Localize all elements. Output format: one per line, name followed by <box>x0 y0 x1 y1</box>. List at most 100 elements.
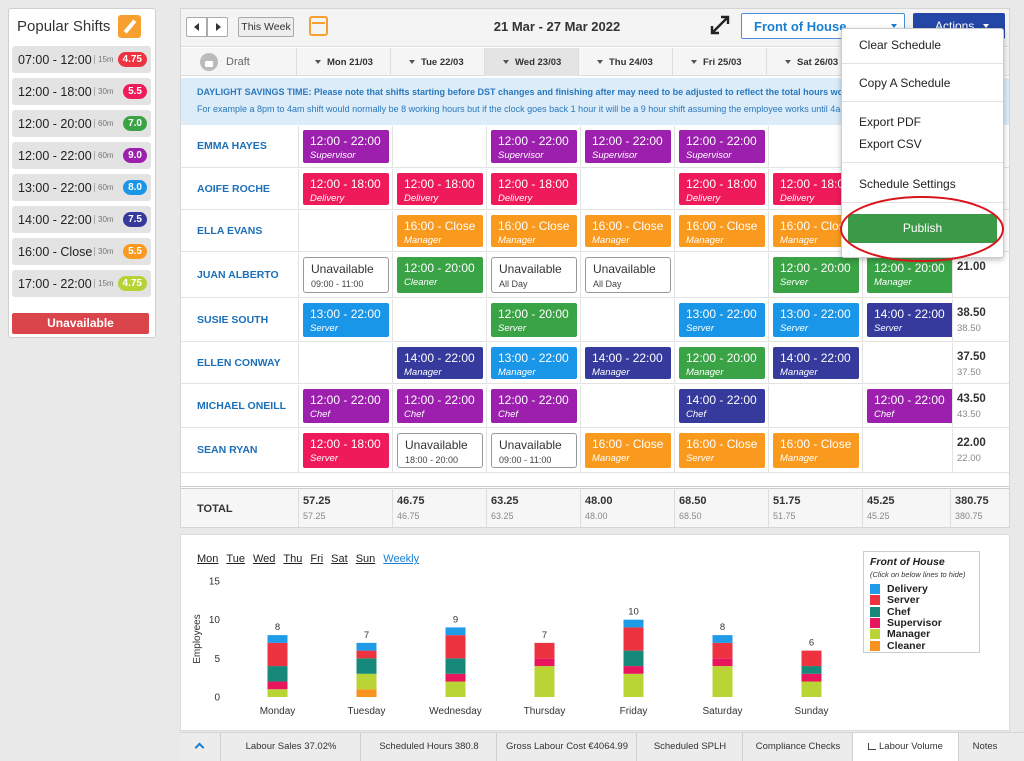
edit-button[interactable] <box>118 15 141 38</box>
employee-name[interactable]: ELLEN CONWAY <box>197 356 281 369</box>
menu-item[interactable]: Export PDF <box>859 115 922 129</box>
unavailable-label: Unavailable <box>593 262 656 276</box>
shift-tile[interactable]: 14:00 - 22:00 Chef <box>679 389 765 423</box>
employee-name[interactable]: AOIFE ROCHE <box>197 182 270 195</box>
footer-tab[interactable]: Notes <box>958 733 1010 761</box>
shift-tile[interactable]: 12:00 - 22:00 Chef <box>867 389 953 423</box>
shift-tile[interactable]: 12:00 - 20:00 Manager <box>867 257 953 293</box>
shift-tile[interactable]: 12:00 - 20:00 Cleaner <box>397 257 483 293</box>
shift-tile[interactable]: 12:00 - 22:00 Supervisor <box>679 130 765 163</box>
day-header[interactable]: Thu 24/03 <box>578 48 672 76</box>
next-week-button[interactable] <box>207 17 228 37</box>
footer-tab[interactable]: Compliance Checks <box>742 733 852 761</box>
shift-tile[interactable]: 12:00 - 18:00 Delivery <box>303 173 389 205</box>
day-header[interactable]: Tue 22/03 <box>390 48 484 76</box>
menu-item[interactable]: Schedule Settings <box>859 177 956 191</box>
day-tab[interactable]: Fri <box>310 553 324 565</box>
shift-tile[interactable]: 16:00 - Close Manager <box>397 215 483 247</box>
popular-shift[interactable]: 13:00 - 22:00 60m 8.0 <box>12 174 151 201</box>
legend-item[interactable]: Delivery <box>870 583 975 595</box>
shift-tile[interactable]: 13:00 - 22:00 Server <box>773 303 859 337</box>
shift-tile[interactable]: 14:00 - 22:00 Manager <box>397 347 483 379</box>
prev-week-button[interactable] <box>186 17 207 37</box>
day-header[interactable]: Fri 25/03 <box>672 48 766 76</box>
shift-tile[interactable]: 12:00 - 22:00 Chef <box>303 389 389 423</box>
shift-tile[interactable]: 16:00 - Close Manager <box>679 215 765 247</box>
shift-tile[interactable]: 14:00 - 22:00 Server <box>867 303 953 337</box>
shift-tile[interactable]: 12:00 - 22:00 Supervisor <box>585 130 671 163</box>
employee-name[interactable]: SUSIE SOUTH <box>197 313 269 326</box>
shift-tile[interactable]: 12:00 - 18:00 Delivery <box>679 173 765 205</box>
shift-tile[interactable]: 12:00 - 22:00 Chef <box>491 389 577 423</box>
shift-tile[interactable]: 16:00 - Close Manager <box>585 433 671 468</box>
popular-shift[interactable]: 12:00 - 22:00 60m 9.0 <box>12 142 151 169</box>
shift-tile[interactable]: 12:00 - 20:00 Server <box>773 257 859 293</box>
shift-tile[interactable]: 16:00 - Close Server <box>679 433 765 468</box>
unavailable-tile[interactable]: Unavailable All Day <box>585 257 671 293</box>
footer-tab[interactable]: Labour Volume <box>852 733 958 761</box>
footer-tab[interactable]: Scheduled SPLH <box>636 733 742 761</box>
bar-segment <box>623 627 644 651</box>
employee-name[interactable]: JUAN ALBERTO <box>197 268 279 281</box>
shift-role: Supervisor <box>498 150 544 161</box>
legend-item[interactable]: Server <box>870 594 975 606</box>
calendar-button[interactable] <box>309 16 328 36</box>
menu-item[interactable]: Export CSV <box>859 137 922 151</box>
shift-tile[interactable]: 13:00 - 22:00 Server <box>303 303 389 337</box>
popular-shift[interactable]: 14:00 - 22:00 30m 7.5 <box>12 206 151 233</box>
shift-tile[interactable]: 16:00 - Close Manager <box>585 215 671 247</box>
footer-tab[interactable]: Labour Sales 37.02% <box>220 733 360 761</box>
shift-tile[interactable]: 12:00 - 20:00 Server <box>491 303 577 337</box>
shift-tile[interactable]: 12:00 - 20:00 Manager <box>679 347 765 379</box>
day-header[interactable]: Sat 26/03 <box>766 48 860 76</box>
this-week-button[interactable]: This Week <box>238 17 294 37</box>
shift-tile[interactable]: 12:00 - 22:00 Chef <box>397 389 483 423</box>
menu-item[interactable]: Clear Schedule <box>859 38 942 52</box>
expand-icon[interactable] <box>709 14 731 36</box>
day-tab[interactable]: Tue <box>226 553 245 565</box>
publish-button[interactable]: Publish <box>848 214 997 243</box>
employee-name[interactable]: ELLA EVANS <box>197 224 263 237</box>
day-header[interactable]: Wed 23/03 <box>484 48 578 76</box>
shift-tile[interactable]: 16:00 - Close Manager <box>773 433 859 468</box>
day-tab[interactable]: Sun <box>355 553 376 565</box>
legend-item[interactable]: Supervisor <box>870 617 975 629</box>
unavailable-tile[interactable]: Unavailable 18:00 - 20:00 <box>397 433 483 468</box>
footer-tab[interactable]: Scheduled Hours 380.8 <box>360 733 496 761</box>
day-tab[interactable]: Mon <box>197 553 219 565</box>
shift-tile[interactable]: 12:00 - 22:00 Supervisor <box>491 130 577 163</box>
popular-shift[interactable]: 17:00 - 22:00 15m 4.75 <box>12 270 151 297</box>
unavailable-tile[interactable]: Unavailable All Day <box>491 257 577 293</box>
employee-name[interactable]: MICHAEL ONEILL <box>197 399 287 412</box>
unavailable-tile[interactable]: Unavailable 09:00 - 11:00 <box>491 433 577 468</box>
day-tab[interactable]: Wed <box>252 553 276 565</box>
day-tab[interactable]: Sat <box>331 553 348 565</box>
footer-tab[interactable]: Gross Labour Cost €4064.99 <box>496 733 636 761</box>
popular-shift[interactable]: 07:00 - 12:00 15m 4.75 <box>12 46 151 73</box>
shift-tile[interactable]: 12:00 - 18:00 Delivery <box>397 173 483 205</box>
day-header[interactable]: Mon 21/03 <box>296 48 390 76</box>
shift-tile[interactable]: 12:00 - 18:00 Delivery <box>491 173 577 205</box>
day-label: Fri 25/03 <box>703 57 742 68</box>
legend-item[interactable]: Cleaner <box>870 640 975 652</box>
shift-tile[interactable]: 16:00 - Close Manager <box>491 215 577 247</box>
unavailable-tile[interactable]: Unavailable 09:00 - 11:00 <box>303 257 389 293</box>
legend-item[interactable]: Manager <box>870 628 975 640</box>
shift-tile[interactable]: 13:00 - 22:00 Server <box>679 303 765 337</box>
legend-item[interactable]: Chef <box>870 606 975 618</box>
weekly-tab[interactable]: Weekly <box>383 553 420 565</box>
menu-item[interactable]: Copy A Schedule <box>859 76 951 90</box>
popular-shift[interactable]: 12:00 - 20:00 60m 7.0 <box>12 110 151 137</box>
employee-name[interactable]: SEAN RYAN <box>197 444 258 456</box>
employee-name[interactable]: EMMA HAYES <box>197 140 267 152</box>
collapse-button[interactable] <box>194 741 206 753</box>
shift-tile[interactable]: 13:00 - 22:00 Manager <box>491 347 577 379</box>
shift-tile[interactable]: 14:00 - 22:00 Manager <box>773 347 859 379</box>
unavailable-button[interactable]: Unavailable <box>12 313 149 334</box>
day-tab[interactable]: Thu <box>283 553 303 565</box>
popular-shift[interactable]: 12:00 - 18:00 30m 5.5 <box>12 78 151 105</box>
shift-tile[interactable]: 14:00 - 22:00 Manager <box>585 347 671 379</box>
shift-tile[interactable]: 12:00 - 18:00 Server <box>303 433 389 468</box>
shift-tile[interactable]: 12:00 - 22:00 Supervisor <box>303 130 389 163</box>
popular-shift[interactable]: 16:00 - Close 30m 5.5 <box>12 238 151 265</box>
